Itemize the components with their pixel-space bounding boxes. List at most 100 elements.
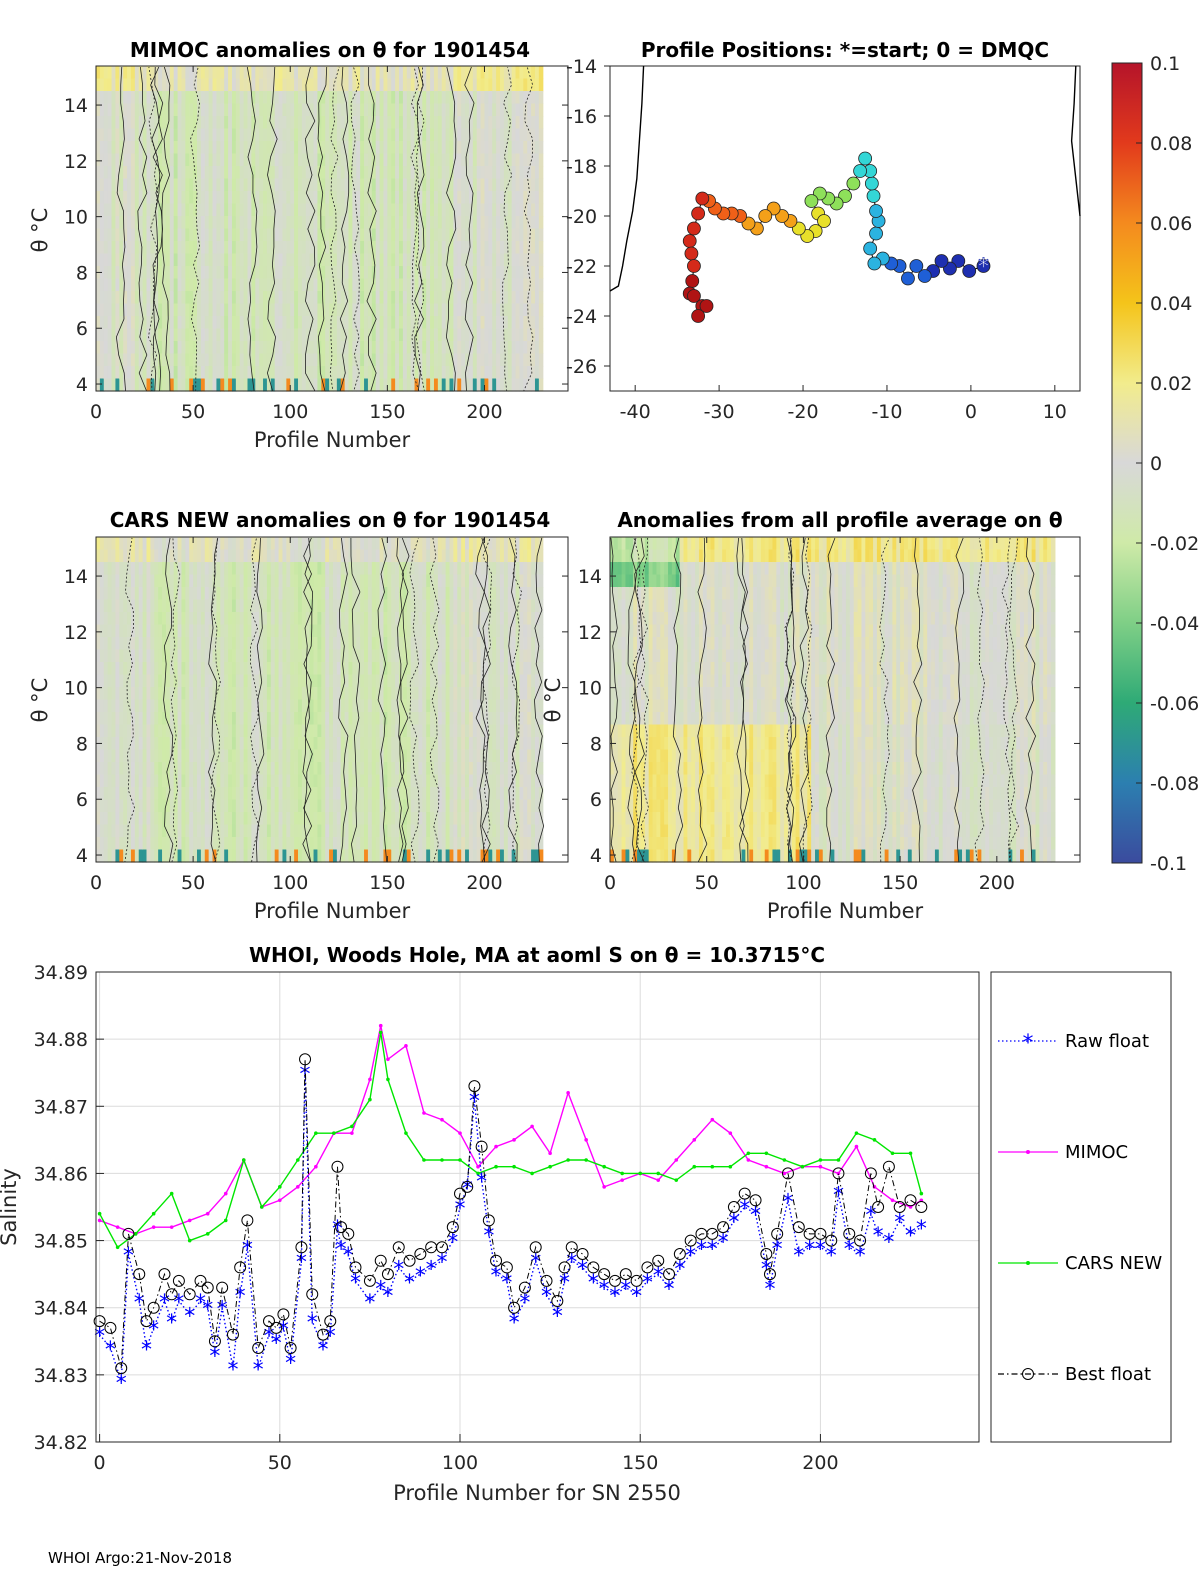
heatmap-cell xyxy=(317,328,322,342)
heatmap-cell xyxy=(500,128,505,142)
heatmap-cell xyxy=(488,191,493,205)
heatmap-cell xyxy=(99,353,105,367)
heatmap-cell xyxy=(251,662,256,676)
heatmap-cell xyxy=(212,674,218,688)
heatmap-cell xyxy=(220,549,225,563)
heatmap-cell xyxy=(387,266,392,280)
heatmap-cell xyxy=(173,699,179,713)
heatmap-cell xyxy=(212,153,218,167)
heatmap-cell xyxy=(127,849,132,863)
heatmap-cell xyxy=(511,78,517,92)
heatmap-cell xyxy=(387,278,392,292)
heatmap-cell xyxy=(414,103,420,117)
heatmap-cell xyxy=(433,253,439,267)
heatmap-cell xyxy=(228,749,233,763)
heatmap-cell xyxy=(220,824,225,838)
heatmap-cell xyxy=(402,178,408,192)
heatmap-cell xyxy=(472,216,478,230)
heatmap-cell xyxy=(298,316,303,330)
heatmap-cell xyxy=(484,66,489,80)
heatmap-cell xyxy=(185,774,190,788)
heatmap-cell xyxy=(313,562,319,576)
heatmap-cell xyxy=(173,774,179,788)
heatmap-cell xyxy=(177,216,183,230)
heatmap-cell xyxy=(515,128,521,142)
colorbar-tick-label: 0.04 xyxy=(1150,293,1192,315)
heatmap-cell xyxy=(119,599,124,613)
heatmap-cell xyxy=(177,574,183,588)
heatmap-cell xyxy=(96,724,101,738)
heatmap-cell xyxy=(162,303,167,317)
heatmap-cell xyxy=(352,353,357,367)
heatmap-cell xyxy=(317,824,322,838)
heatmap-cell xyxy=(367,278,373,292)
heatmap-cell xyxy=(301,78,307,92)
heatmap-cell xyxy=(243,128,249,142)
heatmap-cell xyxy=(177,849,183,863)
heatmap-cell xyxy=(332,674,338,688)
heatmap-cell xyxy=(480,316,486,330)
heatmap-cell xyxy=(426,241,431,255)
heatmap-cell xyxy=(534,91,540,105)
heatmap-cell xyxy=(449,253,454,267)
heatmap-cell xyxy=(534,316,540,330)
heatmap-cell xyxy=(103,549,109,563)
heatmap-cell xyxy=(158,128,163,142)
heatmap-cell xyxy=(235,291,241,305)
heatmap-cell xyxy=(224,303,229,317)
heatmap-cell xyxy=(235,687,241,701)
heatmap-cell xyxy=(115,674,120,688)
heatmap-cell xyxy=(96,649,101,663)
heatmap-cell xyxy=(391,241,396,255)
heatmap-cell xyxy=(193,849,198,863)
heatmap-cell xyxy=(204,128,210,142)
heatmap-cell xyxy=(286,253,291,267)
heatmap-cell xyxy=(496,203,501,217)
heatmap-cell xyxy=(402,166,408,180)
heatmap-cell xyxy=(181,166,186,180)
heatmap-cell xyxy=(364,303,369,317)
heatmap-cell xyxy=(231,837,237,851)
heatmap-cell xyxy=(119,837,124,851)
heatmap-cell xyxy=(461,303,466,317)
heatmap-cell xyxy=(259,787,264,801)
heatmap-cell xyxy=(538,191,544,205)
heatmap-cell xyxy=(200,78,206,92)
heatmap-cell xyxy=(356,724,361,738)
heatmap-cell xyxy=(290,662,295,676)
heatmap-cell xyxy=(220,278,225,292)
heatmap-cell xyxy=(177,549,183,563)
heatmap-cell xyxy=(422,266,427,280)
heatmap-cell xyxy=(99,91,105,105)
heatmap-cell xyxy=(266,291,272,305)
heatmap-cell xyxy=(111,824,117,838)
heatmap-cell xyxy=(235,353,241,367)
heatmap-cell xyxy=(107,278,113,292)
heatmap-cell xyxy=(239,191,245,205)
heatmap-cell xyxy=(301,253,307,267)
heatmap-cell xyxy=(189,328,194,342)
heatmap-cell xyxy=(480,341,486,355)
heatmap-cell xyxy=(414,241,420,255)
heatmap-cell xyxy=(96,78,101,92)
heatmap-cell xyxy=(130,762,136,776)
heatmap-cell xyxy=(185,228,190,242)
heatmap-cell xyxy=(367,241,373,255)
heatmap-cell xyxy=(500,203,505,217)
heatmap-cell xyxy=(243,724,249,738)
heatmap-cell xyxy=(103,574,109,588)
heatmap-cell xyxy=(204,849,210,863)
heatmap-cell xyxy=(445,78,451,92)
heatmap-cell xyxy=(348,341,353,355)
heatmap-cell xyxy=(383,341,388,355)
heatmap-cell xyxy=(200,378,206,392)
heatmap-cell xyxy=(476,291,482,305)
heatmap-cell xyxy=(138,341,144,355)
heatmap-cell xyxy=(364,812,369,826)
heatmap-cell xyxy=(189,141,194,155)
heatmap-cell xyxy=(212,253,218,267)
heatmap-cell xyxy=(286,749,291,763)
heatmap-cell xyxy=(352,699,357,713)
heatmap-cell xyxy=(379,253,385,267)
heatmap-cell xyxy=(519,303,524,317)
